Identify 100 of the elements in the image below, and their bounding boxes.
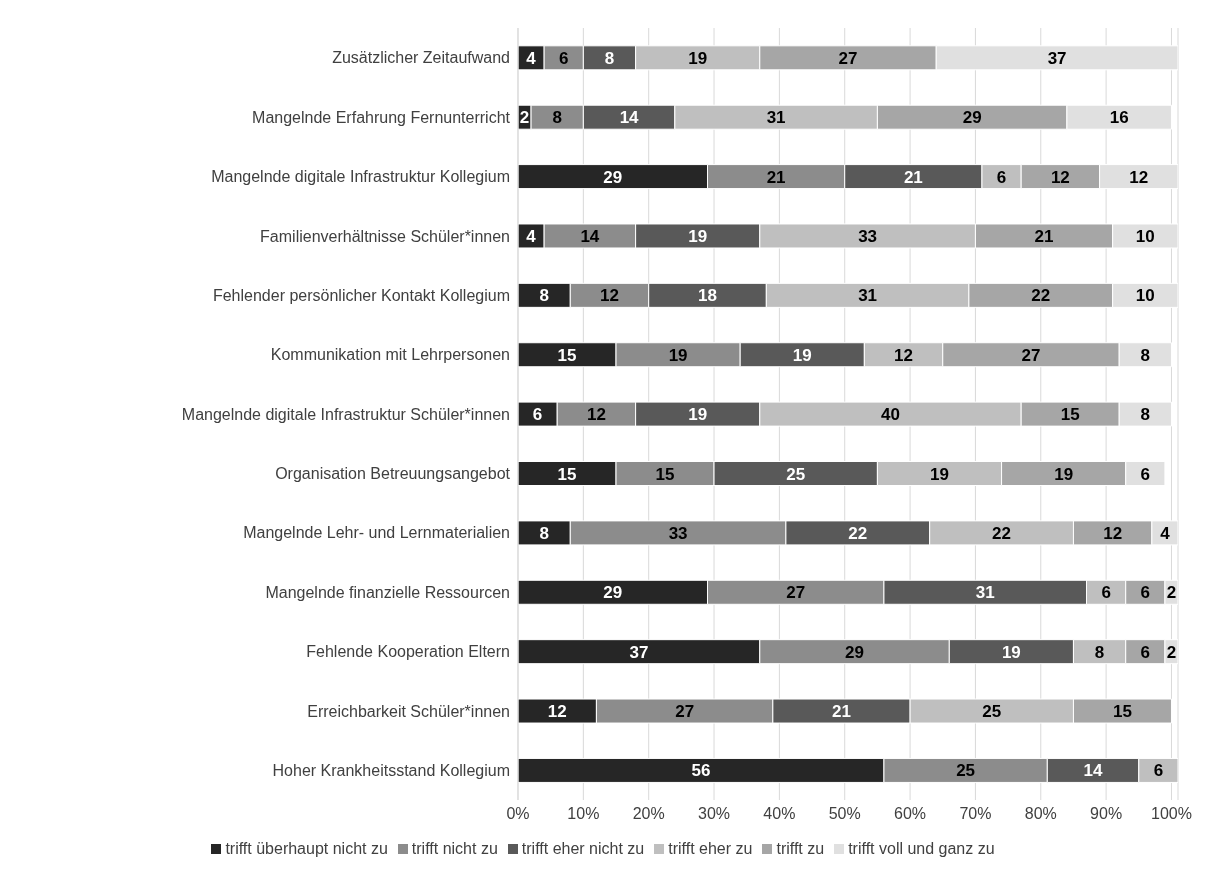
y-tick-label: Fehlender persönlicher Kontakt Kollegium bbox=[212, 286, 510, 304]
data-label: 15 bbox=[557, 345, 577, 365]
data-label: 25 bbox=[786, 464, 806, 484]
data-label: 22 bbox=[848, 523, 868, 543]
data-label: 8 bbox=[539, 286, 549, 306]
y-tick-label: Familienverhältnisse Schüler*innen bbox=[260, 227, 510, 245]
legend-label: trifft überhaupt nicht zu bbox=[224, 840, 388, 858]
data-label: 6 bbox=[1140, 583, 1151, 603]
data-label: 4 bbox=[1160, 523, 1171, 543]
data-label: 12 bbox=[586, 405, 606, 425]
data-label: 8 bbox=[604, 48, 615, 68]
y-tick-label: Zusätzlicher Zeitaufwand bbox=[332, 49, 510, 67]
legend-label: trifft eher nicht zu bbox=[520, 840, 645, 858]
data-label: 19 bbox=[668, 345, 688, 365]
data-label: 6 bbox=[996, 167, 1007, 187]
x-tick-label: 40% bbox=[763, 805, 796, 823]
data-label: 29 bbox=[603, 583, 623, 603]
data-label: 6 bbox=[559, 48, 569, 68]
data-label: 8 bbox=[539, 523, 549, 543]
y-tick-label: Kommunikation mit Lehrpersonen bbox=[270, 346, 510, 364]
data-label: 6 bbox=[1101, 583, 1111, 603]
data-label: 31 bbox=[766, 108, 786, 128]
data-label: 29 bbox=[603, 167, 623, 187]
y-tick-label: Mangelnde digitale Infrastruktur Schüler*innen bbox=[181, 405, 510, 423]
y-tick-label: Mangelnde digitale Infrastruktur Kollegium bbox=[211, 168, 510, 186]
data-label: 19 bbox=[688, 227, 708, 246]
data-label: 14 bbox=[1083, 761, 1104, 781]
data-label: 12 bbox=[547, 702, 567, 722]
data-label: 22 bbox=[1031, 286, 1051, 306]
data-label: 33 bbox=[858, 227, 878, 246]
x-tick-label: 10% bbox=[567, 805, 600, 823]
data-label: 31 bbox=[975, 583, 995, 603]
data-label: 15 bbox=[655, 464, 675, 484]
data-label: 19 bbox=[688, 405, 708, 425]
y-tick-label: Organisation Betreuungsangebot bbox=[275, 465, 511, 483]
legend-label: trifft eher zu bbox=[667, 840, 753, 858]
data-label: 37 bbox=[629, 642, 649, 662]
data-label: 12 bbox=[894, 345, 914, 365]
data-label: 29 bbox=[845, 642, 864, 662]
data-label: 12 bbox=[1129, 167, 1149, 187]
data-label: 8 bbox=[552, 108, 562, 128]
y-tick-label: Fehlende Kooperation Eltern bbox=[306, 643, 510, 661]
data-label: 37 bbox=[1047, 48, 1067, 68]
data-label: 8 bbox=[1094, 642, 1105, 662]
data-label: 19 bbox=[688, 48, 708, 68]
data-label: 18 bbox=[698, 286, 717, 306]
data-label: 27 bbox=[675, 702, 695, 722]
y-tick-label: Erreichbarkeit Schüler*innen bbox=[307, 702, 510, 720]
data-label: 12 bbox=[600, 286, 619, 306]
data-label: 21 bbox=[903, 167, 923, 187]
data-label: 31 bbox=[858, 286, 878, 306]
data-label: 25 bbox=[982, 702, 1002, 722]
legend-label: trifft voll und ganz zu bbox=[847, 840, 995, 858]
data-label: 22 bbox=[992, 523, 1012, 543]
x-tick-label: 0% bbox=[506, 805, 530, 823]
data-label: 16 bbox=[1109, 108, 1129, 128]
data-label: 33 bbox=[668, 523, 688, 543]
data-label: 21 bbox=[832, 702, 851, 722]
data-label: 2 bbox=[1166, 583, 1177, 603]
data-label: 15 bbox=[557, 464, 577, 484]
data-label: 2 bbox=[1166, 642, 1177, 662]
data-label: 14 bbox=[619, 108, 640, 128]
data-label: 12 bbox=[1050, 167, 1070, 187]
data-label: 27 bbox=[838, 48, 858, 68]
x-tick-label: 50% bbox=[828, 805, 861, 823]
data-label: 27 bbox=[786, 583, 806, 603]
data-label: 27 bbox=[1021, 345, 1041, 365]
data-label: 6 bbox=[532, 405, 543, 425]
x-tick-label: 70% bbox=[959, 805, 992, 823]
legend-label: trifft zu bbox=[775, 840, 825, 858]
data-label: 10 bbox=[1135, 286, 1155, 306]
y-tick-label: Mangelnde Lehr- und Lernmaterialien bbox=[243, 524, 510, 542]
data-label: 40 bbox=[881, 405, 900, 425]
data-label: 14 bbox=[580, 227, 600, 246]
legend-label: trifft nicht zu bbox=[410, 840, 498, 858]
data-label: 6 bbox=[1153, 761, 1164, 781]
data-label: 6 bbox=[1140, 464, 1151, 484]
data-label: 4 bbox=[526, 227, 537, 246]
data-label: 25 bbox=[956, 761, 976, 781]
data-label: 15 bbox=[1112, 702, 1132, 722]
y-tick-label: Hoher Krankheitsstand Kollegium bbox=[272, 761, 510, 779]
data-label: 29 bbox=[962, 108, 982, 128]
data-label: 19 bbox=[930, 464, 949, 484]
data-label: 10 bbox=[1135, 227, 1155, 246]
data-label: 15 bbox=[1060, 405, 1080, 425]
data-label: 4 bbox=[526, 48, 537, 68]
data-label: 21 bbox=[766, 167, 786, 187]
x-tick-label: 20% bbox=[632, 805, 665, 823]
x-tick-label: 30% bbox=[698, 805, 731, 823]
x-tick-label: 80% bbox=[1024, 805, 1057, 823]
data-label: 19 bbox=[1001, 642, 1021, 662]
data-label: 8 bbox=[1140, 345, 1151, 365]
x-tick-label: 100% bbox=[1151, 805, 1192, 823]
data-label: 56 bbox=[691, 761, 711, 781]
x-tick-label: 60% bbox=[894, 805, 927, 823]
data-label: 21 bbox=[1034, 227, 1054, 246]
data-label: 19 bbox=[792, 345, 812, 365]
y-tick-label: Mangelnde Erfahrung Fernunterricht bbox=[252, 108, 511, 126]
data-label: 6 bbox=[1140, 642, 1151, 662]
data-label: 19 bbox=[1054, 464, 1074, 484]
